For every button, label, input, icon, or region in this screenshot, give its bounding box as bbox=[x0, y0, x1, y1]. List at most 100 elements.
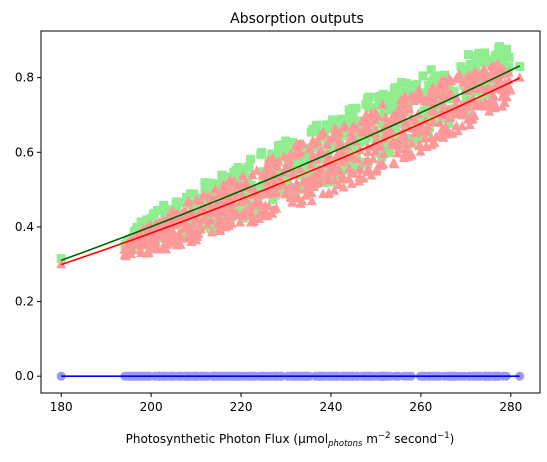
data-point bbox=[235, 196, 246, 207]
data-point bbox=[132, 222, 142, 232]
data-point bbox=[227, 203, 238, 214]
data-point bbox=[189, 189, 199, 199]
data-point bbox=[368, 153, 379, 163]
data-points bbox=[56, 42, 525, 381]
data-point bbox=[135, 244, 146, 255]
data-point bbox=[330, 122, 341, 133]
data-point bbox=[220, 190, 231, 200]
data-point bbox=[217, 206, 228, 217]
data-point bbox=[487, 71, 498, 82]
data-point bbox=[480, 48, 490, 58]
data-point bbox=[208, 190, 218, 200]
data-point bbox=[425, 105, 436, 115]
data-point bbox=[261, 176, 272, 187]
data-point bbox=[445, 128, 456, 139]
data-point bbox=[497, 48, 507, 58]
data-point bbox=[407, 80, 417, 90]
data-point bbox=[300, 190, 311, 200]
data-point bbox=[451, 72, 462, 83]
data-point bbox=[456, 62, 466, 72]
data-point bbox=[459, 100, 470, 110]
data-point bbox=[366, 107, 377, 118]
data-point bbox=[515, 371, 525, 381]
data-point bbox=[468, 74, 479, 85]
data-point bbox=[497, 101, 508, 111]
data-point bbox=[392, 106, 403, 117]
data-point bbox=[474, 57, 484, 67]
data-point bbox=[324, 187, 335, 198]
data-point bbox=[295, 138, 306, 148]
data-point bbox=[397, 78, 407, 88]
data-point bbox=[120, 250, 131, 260]
data-point bbox=[291, 191, 302, 202]
data-point bbox=[444, 119, 454, 129]
data-point bbox=[409, 135, 419, 145]
data-point bbox=[237, 208, 248, 218]
data-point bbox=[267, 152, 278, 163]
data-point bbox=[436, 102, 446, 112]
data-point bbox=[363, 94, 373, 104]
data-point bbox=[285, 160, 296, 170]
data-point bbox=[286, 188, 297, 199]
data-point bbox=[248, 215, 259, 226]
data-point bbox=[308, 174, 319, 184]
data-point bbox=[351, 163, 361, 173]
data-point bbox=[291, 177, 302, 188]
data-point bbox=[348, 168, 359, 178]
data-point bbox=[417, 134, 427, 144]
data-point bbox=[393, 130, 403, 140]
data-point bbox=[456, 109, 467, 120]
data-point bbox=[312, 120, 322, 130]
data-point bbox=[182, 192, 192, 202]
data-point bbox=[452, 125, 463, 136]
x-tick-label: 220 bbox=[230, 400, 253, 414]
data-point bbox=[483, 100, 494, 111]
data-point bbox=[252, 207, 262, 217]
data-point bbox=[334, 134, 345, 145]
data-point bbox=[430, 115, 440, 125]
data-point bbox=[398, 88, 408, 98]
data-point bbox=[338, 182, 349, 192]
data-point bbox=[335, 165, 346, 176]
data-point bbox=[409, 127, 420, 138]
data-point bbox=[267, 149, 277, 159]
data-point bbox=[434, 117, 445, 127]
data-point bbox=[489, 62, 500, 73]
data-point bbox=[347, 116, 357, 126]
data-point bbox=[236, 188, 247, 199]
data-point bbox=[344, 134, 355, 145]
data-point bbox=[399, 130, 410, 141]
data-point bbox=[222, 214, 233, 225]
data-point bbox=[333, 179, 344, 190]
data-point bbox=[399, 90, 410, 101]
data-point bbox=[243, 163, 253, 173]
data-point bbox=[421, 124, 432, 134]
data-point bbox=[305, 159, 316, 169]
data-point bbox=[178, 229, 188, 239]
data-point bbox=[285, 154, 296, 164]
data-point bbox=[243, 172, 253, 182]
data-point bbox=[385, 116, 396, 127]
data-point bbox=[430, 86, 441, 96]
data-point bbox=[337, 114, 347, 124]
data-point bbox=[156, 205, 166, 215]
data-point bbox=[200, 179, 210, 189]
data-point bbox=[431, 131, 442, 141]
data-point bbox=[323, 122, 333, 132]
data-point bbox=[295, 163, 306, 173]
data-point bbox=[426, 65, 436, 75]
data-point bbox=[451, 120, 462, 130]
data-point bbox=[329, 174, 340, 185]
data-point bbox=[477, 94, 487, 104]
data-point bbox=[312, 137, 323, 147]
axes-frame bbox=[40, 30, 541, 394]
data-point bbox=[354, 175, 365, 186]
data-point bbox=[488, 95, 499, 106]
data-point bbox=[422, 109, 432, 119]
data-point bbox=[401, 78, 411, 88]
y-tick-label: 0.2 bbox=[15, 295, 34, 309]
data-point bbox=[413, 140, 424, 151]
data-point bbox=[440, 70, 450, 80]
data-point bbox=[322, 174, 333, 185]
